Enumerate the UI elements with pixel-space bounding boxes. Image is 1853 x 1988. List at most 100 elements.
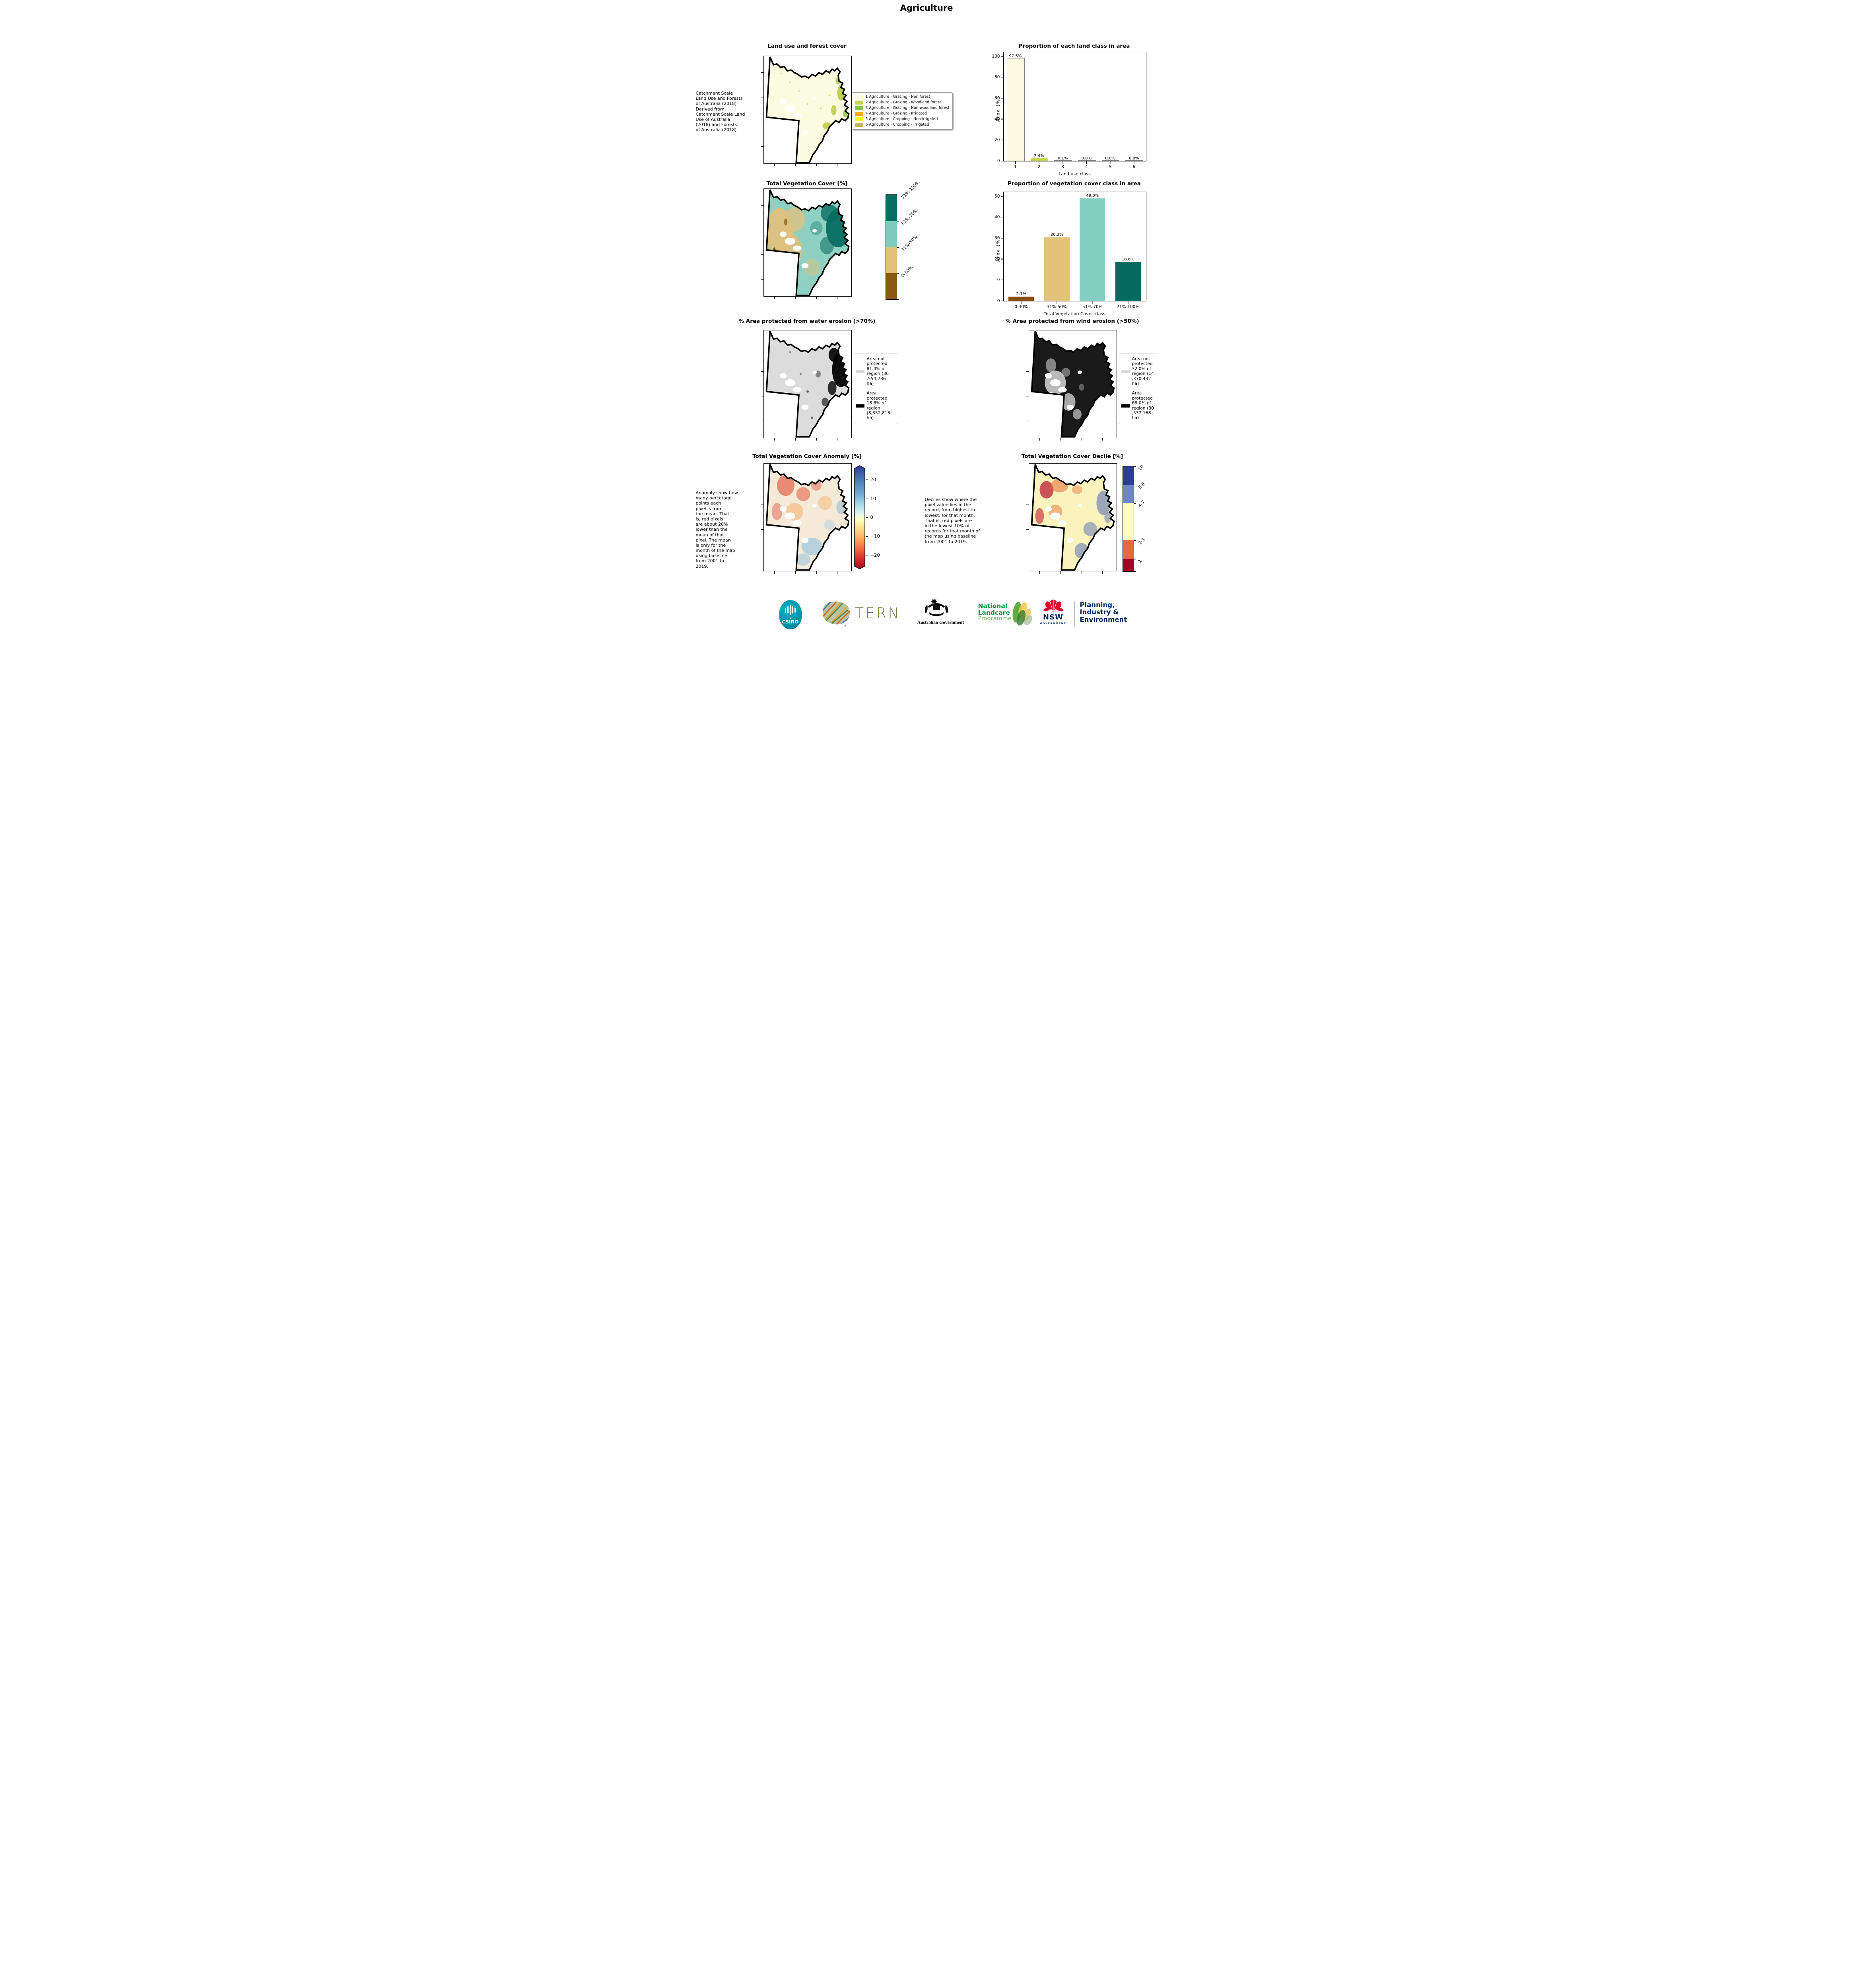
map-y-tick (761, 146, 763, 147)
legend-item: Area protected 18.6% of region (8,352,81… (856, 391, 896, 420)
colorbar-label: 31%-50% (900, 234, 919, 252)
x-tick-label: 1 (1014, 165, 1017, 169)
map-x-tick (1039, 438, 1040, 441)
anomaly-map (761, 463, 852, 574)
colorbar-label: 10 (1137, 464, 1145, 472)
water-erosion-map (761, 330, 852, 441)
colorbar-tick (1133, 571, 1136, 572)
bar-0-30% (1008, 296, 1034, 301)
map-x-tick (816, 571, 817, 574)
tern-wordmark: TERN (855, 605, 901, 622)
landcare-line3: Programme (978, 615, 1012, 622)
legend-label: 1 Agriculture - Grazing - Non forest (865, 95, 930, 99)
australian-government-wordmark: Australian Government (917, 620, 964, 625)
y-tick-label: 40 (994, 215, 1000, 220)
bar-value-label: 97.5% (1009, 54, 1022, 59)
legend-swatch (855, 123, 863, 127)
vegcover-map-title: Total Vegetation Cover [%] (766, 181, 848, 187)
y-tick-label: 10 (994, 278, 1000, 283)
colorbar-segment (886, 221, 897, 247)
colorbar-segment (1123, 503, 1134, 541)
colorbar-tick (896, 273, 899, 274)
csiro-wordmark: CSIRO (782, 619, 799, 625)
map-x-tick (816, 297, 817, 299)
bar-value-label: 0.0% (1129, 156, 1139, 161)
colorbar-segment (886, 195, 897, 221)
legend-item: 4 Agriculture - Grazing - Irrigated (855, 112, 949, 116)
bar-value-label: 2.1% (1016, 291, 1026, 296)
csiro-dot-icon (789, 617, 791, 619)
landcare-line1: National (978, 602, 1008, 610)
page-title: Agriculture (900, 3, 953, 13)
decile-side-note: Deciles show where the pixel value lies … (925, 497, 980, 544)
map-x-tick (795, 571, 796, 574)
colorbar-label: 2-3 (1137, 537, 1146, 546)
landclass-chart-plot: Area (%) Land use class 0 20 40 60 80 100 97.5… (992, 52, 1146, 177)
legend-swatch (855, 106, 863, 110)
x-tick-label: 4 (1085, 165, 1088, 169)
x-tick-label: 3 (1061, 165, 1064, 169)
legend-item: Area protected 68.0% of region (30 ,537,… (1121, 391, 1158, 420)
map-y-tick (761, 254, 763, 255)
report-page: Agriculture Land use and forest cover Ca… (695, 0, 1158, 635)
landcare-wordmark: National Landcare Programme (978, 603, 1012, 622)
anomaly-colorbar: 20 10 0 −10 −20 (854, 465, 897, 569)
bar-value-label: 30.3% (1050, 233, 1063, 237)
colorbar-segment (1123, 540, 1134, 559)
legend-label: Area protected 18.6% of region (8,352,81… (866, 390, 890, 421)
anomaly-colorbar-bar (854, 465, 865, 569)
map-x-tick (774, 297, 775, 299)
colorbar-segment (1123, 466, 1134, 485)
australian-government-crest-icon (925, 598, 948, 616)
wind-erosion-legend: Area not protected 32.0% of region (14 ,… (1119, 353, 1158, 424)
map-y-tick (761, 529, 763, 530)
nsw-government-label: GOVERNMENT (1040, 622, 1066, 625)
bar-31%-50% (1044, 237, 1070, 301)
x-tick-label: 71%-100% (1117, 305, 1140, 309)
colorbar-tick (865, 517, 868, 518)
map-x-tick (816, 164, 817, 166)
legend-label: 4 Agriculture - Grazing - Irrigated (865, 111, 927, 116)
landclass-chart: Area (%) Land use class 0 20 40 60 80 100 97.5… (992, 52, 1146, 177)
colorbar-tick-label: 20 (870, 477, 876, 483)
map-y-tick (761, 72, 763, 73)
y-tick (1000, 77, 1003, 78)
colorbar-segment (1123, 559, 1134, 571)
y-tick-label: 0 (997, 159, 1000, 163)
legend-swatch (856, 370, 864, 373)
landuse-map-canvas (765, 56, 849, 163)
y-tick-label: 60 (994, 95, 1000, 101)
colorbar-tick (896, 299, 899, 300)
legend-item: 2 Agriculture - Grazing - Woodland fores… (855, 101, 949, 105)
x-tick (1110, 161, 1111, 164)
y-tick-label: 80 (994, 75, 1000, 80)
legend-label: 6 Agriculture - Cropping - Irrigated (865, 122, 929, 127)
colorbar-tick-label: 0 (870, 514, 873, 520)
legend-label: 5 Agriculture - Cropping - Non-irrigated (865, 117, 938, 122)
x-tick (1062, 161, 1063, 164)
map-y-tick (761, 279, 763, 280)
legend-swatch (1121, 370, 1130, 373)
map-x-tick (774, 571, 775, 574)
bar-value-label: 49.0% (1086, 193, 1099, 198)
decile-map (1026, 463, 1117, 574)
bar-2 (1030, 157, 1049, 161)
bar-71%-100% (1115, 262, 1141, 301)
x-tick-label: 2 (1037, 165, 1041, 169)
csiro-logo: CSIRO (779, 600, 802, 629)
colorbar-label: 71%-100% (900, 179, 921, 200)
x-tick (1021, 301, 1022, 304)
legend-label: 3 Agriculture - Grazing - Non-woodland f… (865, 106, 950, 111)
bar-3 (1054, 160, 1072, 161)
bar-value-label: 0.1% (1057, 156, 1068, 161)
anomaly-map-canvas (765, 464, 849, 571)
map-y-tick (1026, 529, 1029, 530)
water-erosion-title: % Area protected from water erosion (>70… (738, 318, 876, 324)
bar-4 (1078, 160, 1096, 161)
water-erosion-map-canvas (765, 330, 849, 438)
map-x-tick (795, 297, 796, 299)
legend-swatch (855, 101, 863, 105)
y-tick-label: 50 (994, 194, 1000, 199)
landuse-side-note: Catchment Scale Land Use and Forests of … (695, 91, 745, 133)
